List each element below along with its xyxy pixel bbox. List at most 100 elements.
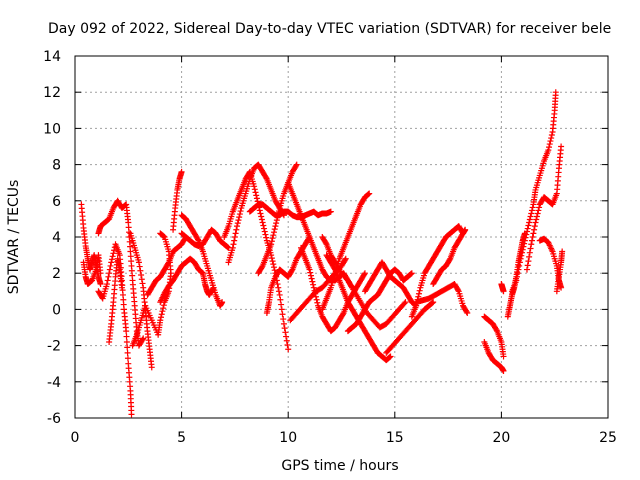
data-point — [331, 258, 338, 265]
data-point — [463, 308, 470, 315]
data-point — [256, 207, 263, 214]
data-point — [138, 276, 145, 283]
data-point — [519, 249, 526, 256]
data-point — [342, 255, 349, 262]
data-point — [545, 147, 552, 154]
data-point — [268, 241, 275, 248]
series-arc-v — [319, 190, 373, 313]
data-point — [430, 299, 437, 306]
x-tick-label: 20 — [492, 430, 510, 446]
y-tick-label: 4 — [52, 230, 61, 246]
data-point — [148, 364, 155, 371]
data-point — [271, 226, 278, 233]
data-point — [271, 267, 278, 274]
x-tick-label: 25 — [599, 430, 617, 446]
x-tick-label: 5 — [177, 430, 186, 446]
series-arc-k — [178, 226, 232, 251]
data-point — [230, 241, 237, 248]
data-point — [157, 317, 164, 324]
data-point — [281, 325, 288, 332]
data-point — [312, 290, 319, 297]
data-point — [547, 138, 554, 145]
data-point — [279, 311, 286, 318]
data-point — [524, 262, 531, 269]
data-point — [312, 293, 319, 300]
data-point — [275, 211, 282, 218]
y-tick-label: 8 — [52, 158, 61, 174]
data-point — [515, 266, 522, 273]
series-arc-h — [144, 234, 189, 298]
data-point — [139, 336, 146, 343]
data-point — [268, 238, 275, 245]
y-tick-label: -6 — [47, 411, 61, 427]
y-tick-label: 10 — [43, 121, 61, 137]
data-point — [534, 210, 541, 217]
chart-title: Day 092 of 2022, Sidereal Day-to-day VTE… — [48, 21, 611, 37]
data-point — [526, 253, 533, 260]
data-point — [158, 311, 165, 318]
x-tick-label: 0 — [71, 430, 80, 446]
data-point — [519, 246, 526, 253]
data-point — [307, 269, 314, 276]
data-point — [157, 314, 164, 321]
y-axis-label: SDTVAR / TECUs — [6, 180, 22, 295]
data-point — [343, 276, 350, 283]
data-point — [253, 195, 260, 202]
data-point — [160, 305, 167, 312]
data-point — [234, 220, 241, 227]
series-arc-x — [344, 266, 415, 335]
data-point — [261, 228, 268, 235]
data-point — [136, 263, 143, 270]
data-point — [275, 288, 282, 295]
data-point — [261, 225, 268, 232]
data-point — [236, 214, 243, 221]
data-point — [275, 208, 282, 215]
data-point — [429, 299, 436, 306]
data-point — [521, 237, 528, 244]
series-arc-a — [78, 201, 104, 288]
data-point — [516, 259, 523, 266]
data-point — [293, 161, 300, 168]
data-point — [361, 271, 368, 278]
data-point — [262, 231, 269, 238]
data-point — [109, 253, 116, 260]
data-point — [128, 411, 135, 418]
data-point — [322, 240, 329, 247]
data-point — [528, 210, 535, 217]
data-point — [361, 270, 368, 277]
data-point — [278, 306, 285, 313]
data-point — [528, 241, 535, 248]
grid-lines — [75, 56, 608, 418]
series-arc-ak — [553, 248, 566, 295]
data-point — [273, 217, 280, 224]
data-point — [108, 256, 115, 263]
data-point — [533, 213, 540, 220]
series-arc-aj — [536, 235, 565, 291]
data-point — [535, 207, 542, 214]
data-point — [522, 234, 529, 241]
series-arc-ad — [481, 313, 507, 360]
data-point — [523, 231, 530, 238]
series-arc-n — [225, 161, 287, 266]
data-point — [258, 213, 265, 220]
data-point — [516, 262, 523, 269]
data-point — [233, 226, 240, 233]
data-point — [528, 207, 535, 214]
data-point — [251, 186, 258, 193]
y-tick-label: 0 — [52, 302, 61, 318]
data-point — [234, 223, 241, 230]
series-arc-b — [80, 252, 104, 288]
data-point — [283, 333, 290, 340]
series-arc-p — [255, 161, 300, 277]
y-tick-label: 2 — [52, 266, 61, 282]
data-point — [306, 266, 313, 273]
data-point — [270, 264, 277, 271]
data-point — [500, 353, 507, 360]
data-point — [526, 219, 533, 226]
data-point — [275, 284, 282, 291]
data-point — [327, 208, 334, 215]
data-point — [455, 287, 462, 294]
data-point — [446, 256, 453, 263]
data-point — [532, 219, 539, 226]
